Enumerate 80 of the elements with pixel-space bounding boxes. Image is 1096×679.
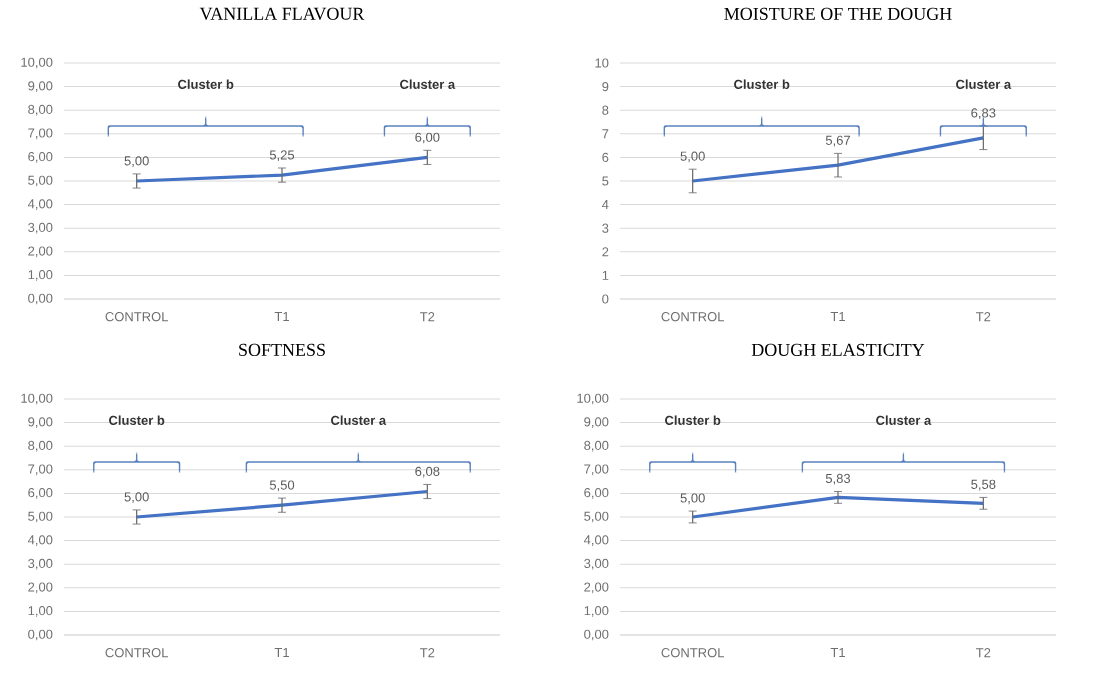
y-tick-label: 6 — [602, 152, 609, 162]
x-tick-label: T2 — [976, 648, 991, 658]
annotation: Cluster b — [665, 415, 721, 425]
x-tick-label: T1 — [830, 648, 845, 658]
data-label: 5,50 — [269, 480, 295, 492]
y-tick-label: 7,00 — [28, 128, 53, 140]
y-tick-label: 3 — [602, 223, 609, 233]
y-tick-label: 4,00 — [27, 535, 53, 546]
annotation: Cluster b — [178, 79, 234, 89]
chart-title: MOISTURE OF THE DOUGH — [724, 7, 952, 20]
y-tick-label: 10,00 — [21, 57, 53, 69]
y-tick-label: 2,00 — [28, 582, 53, 594]
x-tick-label: T2 — [420, 648, 435, 658]
y-tick-label: 6,00 — [28, 152, 53, 163]
data-label: 6,83 — [971, 108, 996, 120]
y-tick-label: 6,00 — [584, 488, 609, 499]
y-tick-label: 10,00 — [21, 393, 53, 405]
y-tick-label: 2 — [602, 247, 609, 257]
data-label: 5,67 — [825, 135, 850, 147]
y-tick-label: 10 — [595, 58, 609, 68]
chart-title: SOFTNESS — [239, 343, 325, 356]
chart-title: VANILLA FLAVOUR — [199, 7, 365, 20]
y-tick-label: 5,00 — [28, 511, 53, 523]
y-tick-label: 2,00 — [28, 246, 53, 258]
y-tick-label: 0 — [602, 294, 609, 304]
y-tick-label: 3,00 — [28, 558, 53, 570]
data-label: 5,83 — [825, 473, 851, 485]
x-tick-label: T2 — [420, 312, 435, 322]
data-label: 6,08 — [415, 466, 440, 478]
x-tick-label: CONTROL — [661, 648, 725, 658]
y-tick-label: 1 — [602, 270, 609, 280]
y-tick-label: 8,00 — [28, 440, 53, 452]
y-tick-label: 9 — [602, 82, 609, 92]
y-tick-label: 1,00 — [28, 606, 53, 617]
y-tick-label: 3,00 — [28, 222, 53, 234]
y-tick-label: 7,00 — [28, 464, 53, 476]
x-tick-label: T2 — [976, 312, 991, 322]
x-tick-label: T1 — [274, 648, 289, 658]
x-tick-label: CONTROL — [105, 312, 169, 322]
annotation: Cluster a — [956, 79, 1012, 89]
y-tick-label: 10,00 — [577, 393, 609, 405]
chart-title: DOUGH ELASTICITY — [751, 343, 925, 356]
x-tick-label: T1 — [274, 312, 289, 321]
y-tick-label: 0,00 — [28, 629, 53, 641]
y-tick-label: 3,00 — [584, 558, 609, 570]
data-label: 5,58 — [971, 479, 996, 491]
y-tick-label: 2,00 — [584, 582, 609, 594]
y-tick-label: 7,00 — [584, 464, 609, 476]
y-tick-label: 9,00 — [28, 81, 53, 92]
y-tick-label: 1,00 — [584, 606, 609, 617]
annotation: Cluster a — [400, 79, 456, 89]
x-tick-label: CONTROL — [661, 312, 725, 322]
y-tick-label: 5,00 — [584, 511, 609, 523]
data-label: 5,00 — [680, 151, 705, 163]
annotation: Cluster b — [734, 79, 790, 89]
y-tick-label: 4,00 — [27, 199, 53, 210]
annotation: Cluster b — [109, 415, 165, 425]
y-tick-label: 9,00 — [584, 417, 609, 428]
y-tick-label: 4 — [602, 200, 609, 210]
y-tick-label: 4,00 — [583, 535, 609, 546]
y-tick-label: 6,00 — [28, 488, 53, 499]
annotation: Cluster a — [876, 415, 932, 425]
y-tick-label: 9,00 — [28, 417, 53, 428]
y-tick-label: 8,00 — [28, 104, 53, 116]
x-tick-label: T1 — [830, 312, 845, 321]
x-tick-label: CONTROL — [105, 648, 169, 658]
data-label: 5,25 — [269, 150, 295, 162]
y-tick-label: 0,00 — [28, 293, 53, 305]
y-tick-label: 5 — [602, 176, 609, 186]
data-label: 5,00 — [124, 156, 149, 167]
y-tick-label: 8 — [602, 105, 609, 115]
y-tick-label: 5,00 — [28, 175, 53, 187]
annotation: Cluster a — [331, 415, 387, 425]
y-tick-label: 1,00 — [28, 270, 53, 281]
data-label: 5,00 — [124, 492, 149, 503]
y-tick-label: 0,00 — [584, 629, 609, 641]
y-tick-label: 8,00 — [584, 440, 609, 452]
y-tick-label: 7 — [602, 129, 609, 139]
data-label: 5,00 — [680, 493, 705, 505]
data-label: 6,00 — [415, 132, 440, 144]
